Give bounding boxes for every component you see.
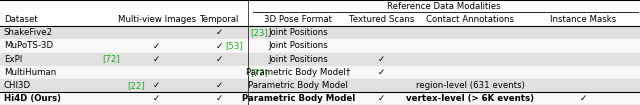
Text: Parametric Body Model: Parametric Body Model — [242, 94, 355, 103]
Bar — [0, 39, 640, 52]
Text: ✓: ✓ — [153, 41, 161, 50]
Text: ✓: ✓ — [153, 81, 161, 90]
Bar — [0, 0, 640, 26]
Text: [23]: [23] — [250, 28, 268, 37]
Text: [77]: [77] — [250, 68, 268, 77]
Text: Joint Positions: Joint Positions — [268, 28, 328, 37]
Text: [53]: [53] — [225, 41, 243, 50]
Bar — [0, 26, 640, 39]
Text: [72]: [72] — [102, 55, 120, 64]
Text: MultiHuman: MultiHuman — [4, 68, 56, 77]
Text: ✓: ✓ — [216, 81, 223, 90]
Text: ✓: ✓ — [153, 55, 161, 64]
Text: 3D Pose Format: 3D Pose Format — [264, 15, 332, 24]
Text: ShakeFive2: ShakeFive2 — [4, 28, 53, 37]
Text: Joint Positions: Joint Positions — [268, 55, 328, 64]
Text: Joint Positions: Joint Positions — [268, 41, 328, 50]
Text: ✓: ✓ — [216, 41, 223, 50]
Text: CHI3D: CHI3D — [4, 81, 31, 90]
Text: Instance Masks: Instance Masks — [550, 15, 616, 24]
Bar — [0, 52, 640, 66]
Text: ✓: ✓ — [153, 94, 161, 103]
Bar — [0, 66, 640, 79]
Text: Parametric Body Model†: Parametric Body Model† — [246, 68, 350, 77]
Text: Temporal: Temporal — [200, 15, 239, 24]
Text: region-level (631 events): region-level (631 events) — [416, 81, 525, 90]
Text: ✓: ✓ — [378, 68, 385, 77]
Text: Parametric Body Model: Parametric Body Model — [248, 81, 348, 90]
Text: ✓: ✓ — [216, 28, 223, 37]
Bar — [0, 92, 640, 105]
Text: ✓: ✓ — [216, 94, 223, 103]
Text: [22]: [22] — [127, 81, 145, 90]
Bar — [0, 79, 640, 92]
Text: ✓: ✓ — [216, 55, 223, 64]
Text: Contact Annotations: Contact Annotations — [426, 15, 515, 24]
Text: ✓: ✓ — [378, 94, 385, 103]
Text: MuPoTS-3D: MuPoTS-3D — [4, 41, 53, 50]
Text: vertex-level (> 6K events): vertex-level (> 6K events) — [406, 94, 534, 103]
Text: Multi-view Images: Multi-view Images — [118, 15, 196, 24]
Text: Dataset: Dataset — [4, 15, 38, 24]
Text: Reference Data Modalities: Reference Data Modalities — [387, 2, 501, 11]
Text: ✓: ✓ — [579, 94, 587, 103]
Text: Hi4D (Ours): Hi4D (Ours) — [4, 94, 61, 103]
Text: ExPI: ExPI — [4, 55, 22, 64]
Text: ✓: ✓ — [378, 55, 385, 64]
Text: Textured Scans: Textured Scans — [349, 15, 414, 24]
